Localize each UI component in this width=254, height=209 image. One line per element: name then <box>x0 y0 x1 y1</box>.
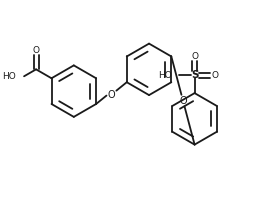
Text: O: O <box>191 52 198 61</box>
Text: S: S <box>191 70 198 80</box>
Text: O: O <box>212 71 219 80</box>
Text: O: O <box>179 96 187 106</box>
Text: O: O <box>108 90 115 100</box>
Text: O: O <box>33 46 40 55</box>
Text: HO: HO <box>2 72 16 81</box>
Text: HO: HO <box>158 71 172 80</box>
